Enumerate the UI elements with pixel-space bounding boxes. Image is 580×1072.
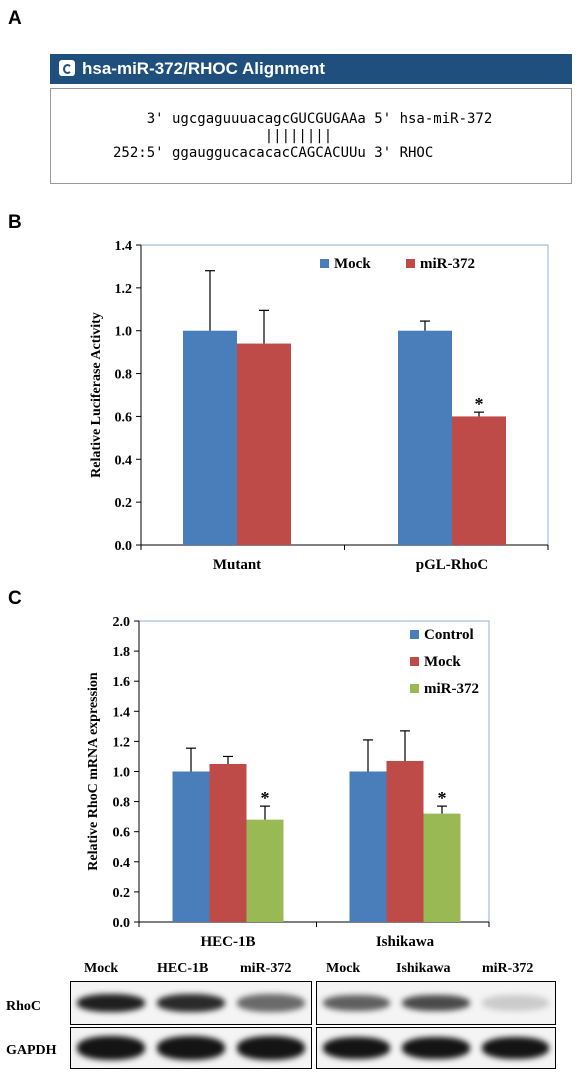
blot-band [323,995,391,1011]
rhoc-blot-hec1b [70,981,312,1025]
y-tick-label: 2.0 [113,615,131,630]
y-tick-label: 0.8 [113,796,131,811]
significance-marker: * [475,394,484,414]
blot-band [323,1037,391,1059]
rhoc-mrna-chart: 0.0 0.2 0.4 0.6 0.8 1.0 1.2 1.4 1.6 1.8 2.0 Relativ… [86,615,490,950]
blot-lane-label: Ishikawa [396,961,451,976]
alignment-line-target: 252:5' ggauggucacacacCAGCACUUu 3' RHOC [113,145,434,161]
x-tick-label: Mutant [213,557,261,573]
y-tick-label: 0.0 [113,916,131,931]
info-icon [59,60,75,76]
panel-label-c: C [8,588,22,609]
blot-lane-label: miR-372 [482,961,534,976]
blot-band [402,1037,470,1059]
alignment-box: 3' ugcgaguuuacagcGUCGUGAAa 5' hsa-miR-37… [50,88,572,184]
alignment-header: hsa-miR-372/RHOC Alignment [50,54,572,84]
significance-marker: * [438,788,447,808]
legend-swatch [406,259,415,268]
alignment-pairs: |||||||| [113,128,333,144]
gapdh-blot-ishikawa [316,1027,556,1069]
blot-lane-label: HEC-1B [157,961,209,976]
bar [183,330,237,545]
blot-band [157,1036,225,1060]
y-axis-label: Relative RhoC mRNA expression [86,672,101,871]
y-axis-label: Relative Luciferase Activity [89,312,104,478]
y-tick-label: 1.6 [113,675,131,690]
bar [246,819,284,922]
y-tick-label: 1.0 [115,325,133,340]
blot-row-label: GAPDH [6,1043,57,1058]
bar [452,416,506,545]
x-tick-label: HEC-1B [200,934,255,950]
blot-band [237,1036,305,1060]
y-tick-label: 1.2 [115,282,133,297]
y-tick-label: 1.4 [113,705,131,720]
legend-swatch [410,684,419,693]
panel-label-a: A [8,8,22,29]
y-tick-label: 0.4 [115,453,133,468]
y-tick-label: 0.8 [115,368,133,383]
y-tick-label: 0.0 [115,539,133,554]
legend-swatch [410,657,419,666]
y-tick-label: 1.4 [115,239,133,254]
y-tick-label: 0.4 [113,856,131,871]
y-tick-label: 1.8 [113,645,131,660]
blot-band [481,995,549,1011]
blot-row-label: RhoC [6,999,42,1014]
x-tick-label: Ishikawa [376,934,435,950]
legend-label: miR-372 [424,681,479,697]
y-tick-label: 0.2 [113,886,131,901]
y-tick-label: 0.6 [113,826,131,841]
bar [349,771,387,922]
legend-label: Mock [424,654,461,670]
blot-band [481,1037,549,1059]
bar [398,330,452,545]
bar [172,771,210,922]
blot-lane-label: miR-372 [240,961,292,976]
legend-label: Mock [334,256,371,272]
gapdh-blot-hec1b [70,1027,312,1069]
luciferase-chart: 0.0 0.2 0.4 0.6 0.8 1.0 1.2 1.4 Relative Lucifer… [89,239,549,573]
bar [237,343,291,545]
legend-label: Control [424,627,474,643]
y-tick-label: 1.2 [113,735,131,750]
legend-swatch [410,630,419,639]
blot-band [237,994,305,1012]
y-tick-label: 1.0 [113,766,131,781]
y-tick-label: 0.2 [115,496,133,511]
western-blot: Mock HEC-1B miR-372 Mock Ishikawa miR-37… [0,955,580,1072]
alignment-line-mirna: 3' ugcgaguuuacagcGUCGUGAAa 5' hsa-miR-37… [113,111,493,127]
blot-band [77,994,145,1012]
legend-swatch [320,259,329,268]
y-tick-label: 0.6 [115,410,133,425]
significance-marker: * [261,788,270,808]
alignment-title: hsa-miR-372/RHOC Alignment [82,59,326,78]
blot-band [77,1036,145,1060]
bar [209,763,247,922]
x-tick-label: pGL-RhoC [416,557,489,573]
legend-label: miR-372 [420,256,475,272]
blot-band [157,994,225,1012]
rhoc-blot-ishikawa [316,981,556,1025]
bar [386,760,424,922]
blot-lane-label: Mock [84,961,119,976]
bar [423,813,461,922]
blot-band [402,995,470,1011]
blot-lane-label: Mock [326,961,361,976]
panel-label-b: B [8,212,22,233]
